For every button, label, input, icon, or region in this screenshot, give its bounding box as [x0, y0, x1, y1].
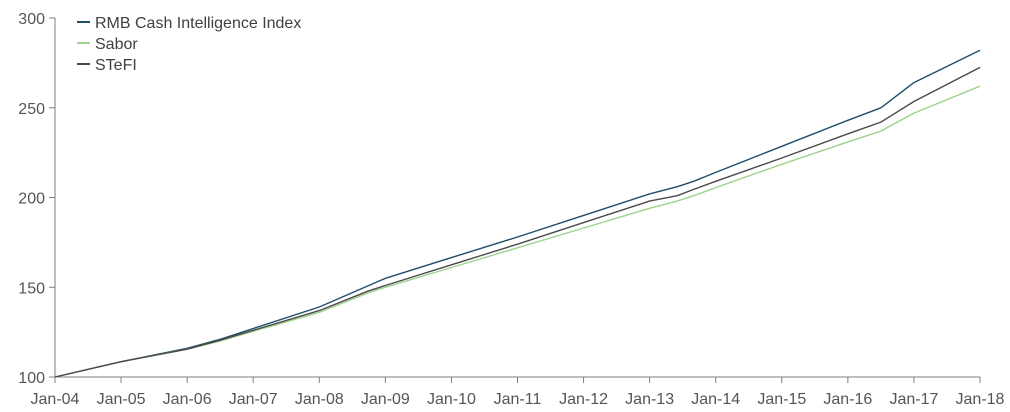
x-axis-ticks: Jan-04 Jan-05 Jan-06 Jan-07 Jan-08 Jan-09 Jan-… — [31, 377, 1005, 408]
y-axis-ticks: 100 150 200 250 300 — [18, 11, 55, 387]
y-tick-label: 100 — [18, 370, 45, 387]
x-tick-label: Jan-14 — [691, 391, 740, 408]
series-line-1 — [54, 49, 981, 378]
x-tick-label: Jan-09 — [361, 391, 410, 408]
x-tick-label: Jan-06 — [163, 391, 212, 408]
legend-label: STeFI — [95, 57, 137, 74]
x-tick-label: Jan-11 — [494, 391, 542, 408]
x-tick-label: Jan-10 — [427, 391, 476, 408]
axes — [54, 18, 980, 378]
x-tick-label: Jan-07 — [229, 391, 278, 408]
x-tick-label: Jan-18 — [956, 391, 1005, 408]
x-tick-label: Jan-15 — [757, 391, 806, 408]
y-tick-label: 200 — [18, 191, 45, 208]
series-lines — [54, 49, 981, 378]
x-tick-label: Jan-17 — [889, 391, 938, 408]
series-line-2 — [54, 85, 981, 378]
y-tick-label: 150 — [18, 280, 45, 297]
legend: RMB Cash Intelligence Index Sabor STeFI — [77, 15, 301, 74]
x-tick-label: Jan-12 — [559, 391, 608, 408]
series-line-3 — [54, 66, 981, 378]
x-tick-label: Jan-04 — [31, 391, 80, 408]
y-tick-label: 250 — [18, 101, 45, 118]
x-tick-label: Jan-16 — [823, 391, 872, 408]
x-tick-label: Jan-05 — [97, 391, 146, 408]
x-tick-label: Jan-13 — [625, 391, 674, 408]
legend-label: Sabor — [95, 36, 138, 53]
x-tick-label: Jan-08 — [295, 391, 344, 408]
legend-label: RMB Cash Intelligence Index — [95, 15, 301, 32]
y-tick-label: 300 — [18, 11, 45, 28]
